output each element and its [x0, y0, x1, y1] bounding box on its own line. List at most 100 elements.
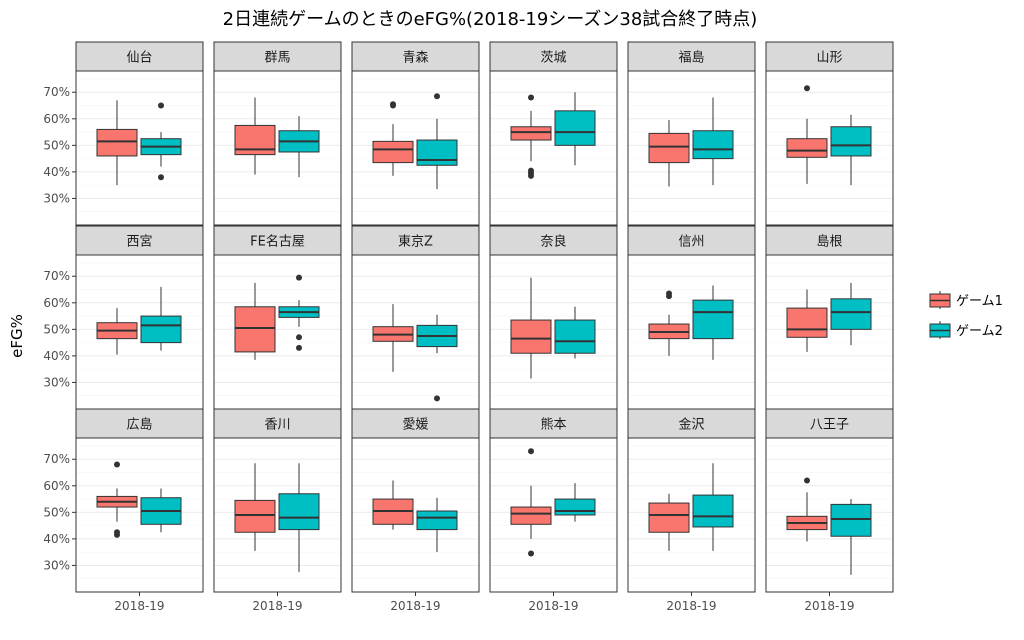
x-tick-label: 2018-19	[114, 599, 164, 613]
outlier-point	[666, 293, 672, 300]
box-1	[234, 282, 276, 360]
box-2	[830, 114, 872, 186]
box-2	[140, 102, 182, 181]
box-2	[278, 116, 320, 178]
panel-border	[351, 70, 480, 226]
box-2	[554, 483, 596, 522]
facet-strip	[489, 408, 618, 439]
box-2	[692, 463, 734, 551]
box-2	[416, 314, 458, 402]
y-tick-label: 40%	[43, 532, 70, 546]
facet-label: FE名古屋	[250, 234, 305, 250]
facet-panel: 仙台 30% 40% 50% 60% 70%	[43, 41, 204, 226]
box-body	[648, 132, 690, 164]
facet-panel: 西宮 30% 40% 50% 60% 70%	[43, 225, 204, 410]
facet-strip	[489, 225, 618, 256]
y-tick-label: 70%	[43, 452, 70, 466]
facet-strip	[75, 408, 204, 439]
panel-border	[213, 70, 342, 226]
y-tick-label: 40%	[43, 165, 70, 179]
panel-border	[489, 70, 618, 226]
facet-panel: 茨城	[489, 41, 618, 226]
plot-background	[76, 438, 203, 592]
box-1	[234, 463, 276, 551]
facet-label: 愛媛	[402, 418, 428, 433]
plot-background	[352, 255, 479, 409]
facet-label: 広島	[126, 418, 152, 433]
facet-label: 熊本	[540, 417, 566, 433]
box-1	[372, 101, 414, 176]
plot-background	[766, 71, 893, 225]
facet-label: 山形	[816, 51, 842, 66]
box-2	[416, 497, 458, 553]
outlier-point	[528, 448, 534, 455]
y-tick-label: 50%	[43, 505, 70, 519]
facet-label: 島根	[816, 235, 842, 250]
facet-panel: 信州	[627, 225, 756, 410]
box-2	[140, 488, 182, 533]
box-body	[692, 130, 734, 160]
box-body	[234, 306, 276, 353]
facet-label: 奈良	[540, 234, 566, 250]
plot-background	[76, 71, 203, 225]
box-body	[234, 499, 276, 533]
box-1	[96, 100, 138, 186]
plot-background	[76, 255, 203, 409]
y-tick-label: 30%	[43, 375, 70, 389]
plot-background	[628, 255, 755, 409]
facet-label: 福島	[678, 51, 704, 66]
box-1	[510, 94, 552, 179]
box-body	[786, 307, 828, 338]
box-2	[830, 499, 872, 575]
box-1	[510, 448, 552, 557]
panel-border	[75, 70, 204, 226]
box-body	[140, 315, 182, 344]
facet-strip	[765, 408, 894, 439]
box-body	[830, 126, 872, 157]
facet-strip	[75, 225, 204, 256]
facet-panel: 奈良	[489, 225, 618, 410]
legend-item: ゲーム1	[929, 291, 1003, 309]
box-1	[372, 480, 414, 530]
box-1	[786, 85, 828, 184]
plot-background	[352, 71, 479, 225]
y-tick-label: 50%	[43, 322, 70, 336]
box-body	[278, 493, 320, 531]
outlier-point	[434, 395, 440, 402]
outlier-point	[528, 94, 534, 101]
legend-label: ゲーム1	[956, 294, 1003, 309]
plot-background	[490, 71, 617, 225]
facet-strip	[627, 408, 756, 439]
outlier-point	[390, 102, 396, 109]
plot-background	[766, 255, 893, 409]
facet-panel: 青森	[351, 41, 480, 226]
plot-background	[214, 255, 341, 409]
y-tick-label: 30%	[43, 191, 70, 205]
box-1	[648, 290, 690, 356]
box-2	[278, 463, 320, 573]
outlier-point	[804, 85, 810, 92]
box-body	[786, 138, 828, 158]
facet-strip	[351, 225, 480, 256]
plot-background	[214, 71, 341, 225]
y-axis-title: eFG%	[8, 314, 26, 358]
facet-label: 香川	[264, 418, 290, 433]
facet-panel: 群馬	[213, 41, 342, 226]
facet-panel: 広島 30% 40% 50% 60% 70% 2018-19	[43, 408, 204, 613]
box-body	[554, 319, 596, 354]
box-1	[648, 120, 690, 187]
box-body	[416, 510, 458, 531]
y-tick-label: 70%	[43, 269, 70, 283]
box-body	[830, 503, 872, 537]
box-2	[830, 282, 872, 346]
facet-panel: 島根	[765, 225, 894, 410]
facet-label: 西宮	[126, 234, 152, 250]
facet-label: 青森	[402, 51, 428, 66]
outlier-point	[158, 102, 164, 109]
box-body	[692, 494, 734, 528]
outlier-point	[296, 334, 302, 341]
plot-background	[214, 438, 341, 592]
y-tick-label: 50%	[43, 138, 70, 152]
box-1	[648, 493, 690, 551]
